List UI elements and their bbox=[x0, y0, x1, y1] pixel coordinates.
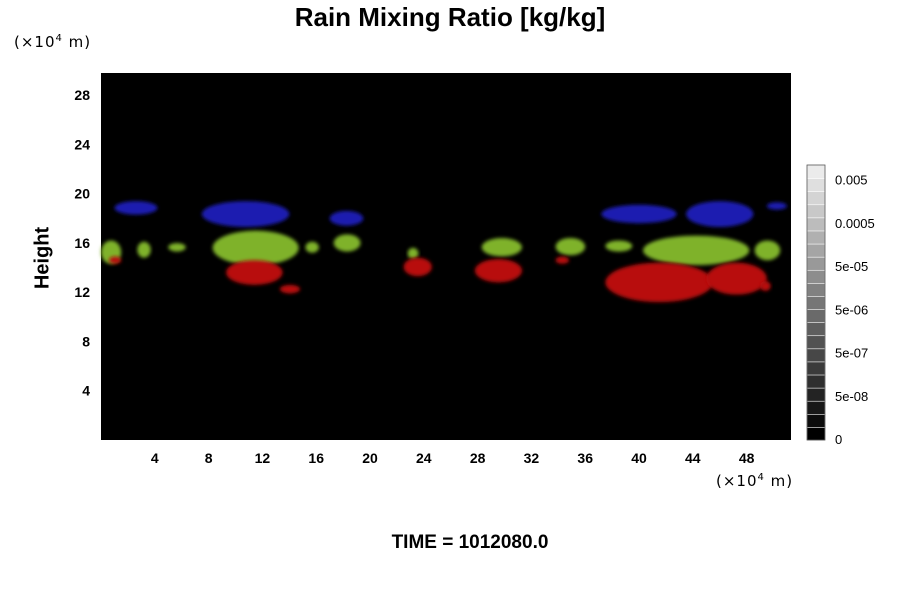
data-region-0 bbox=[114, 201, 158, 215]
data-region-2 bbox=[329, 210, 364, 226]
colorbar-swatch bbox=[806, 387, 826, 402]
colorbar-swatch bbox=[806, 190, 826, 206]
data-region-25 bbox=[706, 262, 767, 295]
x-tick-label: 24 bbox=[416, 450, 432, 466]
x-tick-label: 40 bbox=[631, 450, 647, 466]
colorbar-tick-label: 0.0005 bbox=[835, 216, 875, 231]
data-region-11 bbox=[333, 234, 361, 252]
data-region-3 bbox=[601, 204, 677, 224]
y-axis-unit: (×104 m) bbox=[14, 33, 91, 51]
colorbar-swatch bbox=[806, 203, 826, 219]
colorbar: 0 5e-08 5e-07 5e-06 5e-05 0.0005 0.005 bbox=[806, 164, 875, 447]
y-tick-label: 12 bbox=[74, 284, 90, 300]
y-tick-label: 20 bbox=[74, 186, 90, 202]
x-tick-label: 4 bbox=[151, 450, 159, 466]
data-region-26 bbox=[760, 281, 771, 291]
colorbar-swatch bbox=[806, 334, 826, 350]
x-tick-label: 8 bbox=[205, 450, 213, 466]
data-region-1 bbox=[201, 201, 290, 227]
y-tick-label: 24 bbox=[74, 136, 90, 152]
y-tick-label: 28 bbox=[74, 87, 90, 103]
colorbar-swatch bbox=[806, 177, 826, 192]
colorbar-tick-label: 5e-05 bbox=[835, 259, 868, 274]
data-region-19 bbox=[226, 260, 283, 285]
x-tick-label: 28 bbox=[470, 450, 486, 466]
data-region-17 bbox=[754, 240, 781, 261]
x-tick-label: 16 bbox=[308, 450, 324, 466]
colorbar-swatch bbox=[806, 243, 826, 258]
y-unit-prefix: (×10 bbox=[14, 33, 56, 51]
colorbar-swatch bbox=[806, 361, 826, 376]
colorbar-swatch bbox=[806, 413, 826, 428]
data-region-24 bbox=[605, 262, 713, 303]
y-tick-label: 4 bbox=[82, 383, 90, 399]
x-unit-prefix: (×10 bbox=[716, 472, 758, 490]
colorbar-swatch bbox=[806, 348, 826, 363]
x-tick-label: 12 bbox=[255, 450, 271, 466]
colorbar-swatch bbox=[806, 374, 826, 389]
colorbar-swatch bbox=[806, 230, 826, 245]
data-region-9 bbox=[212, 230, 299, 266]
data-region-22 bbox=[474, 258, 522, 283]
colorbar-swatch bbox=[806, 269, 826, 284]
colorbar-swatch bbox=[806, 308, 826, 323]
data-region-4 bbox=[686, 201, 754, 227]
data-region-7 bbox=[137, 241, 151, 258]
data-region-23 bbox=[555, 256, 570, 264]
y-unit-exponent: 4 bbox=[55, 33, 63, 44]
colorbar-swatch bbox=[806, 426, 826, 441]
x-unit-exponent: 4 bbox=[757, 472, 765, 483]
data-region-21 bbox=[403, 257, 432, 277]
colorbar-tick-label: 0.005 bbox=[835, 173, 868, 188]
colorbar-swatch bbox=[806, 295, 826, 310]
data-region-14 bbox=[555, 238, 586, 256]
data-region-16 bbox=[643, 235, 750, 266]
data-region-10 bbox=[305, 241, 319, 253]
x-tick-label: 36 bbox=[577, 450, 593, 466]
colorbar-swatch bbox=[806, 282, 826, 297]
data-region-13 bbox=[481, 238, 522, 257]
time-label: TIME = 1012080.0 bbox=[391, 532, 549, 553]
colorbar-swatch bbox=[806, 164, 826, 179]
data-region-20 bbox=[279, 284, 301, 294]
colorbar-tick-label: 5e-07 bbox=[835, 346, 868, 361]
data-regions bbox=[101, 201, 787, 303]
data-region-18 bbox=[109, 256, 122, 264]
y-tick-label: 8 bbox=[82, 333, 90, 349]
x-tick-label: 44 bbox=[685, 450, 701, 466]
y-tick-label: 16 bbox=[74, 235, 90, 251]
colorbar-swatch bbox=[806, 217, 826, 232]
x-tick-label: 32 bbox=[524, 450, 540, 466]
chart-title: Rain Mixing Ratio [kg/kg] bbox=[294, 2, 606, 32]
colorbar-tick-label: 5e-06 bbox=[835, 302, 868, 317]
colorbar-swatch bbox=[806, 400, 826, 415]
colorbar-tick-label: 5e-08 bbox=[835, 389, 868, 404]
y-axis-ticks: 4 8 12 16 20 24 28 bbox=[74, 87, 90, 399]
x-tick-label: 20 bbox=[362, 450, 378, 466]
colorbar-swatch bbox=[806, 321, 826, 337]
colorbar-swatch bbox=[806, 256, 826, 271]
x-axis-ticks: 4 8 12 16 20 24 28 32 36 40 44 48 bbox=[151, 450, 755, 466]
data-region-5 bbox=[766, 202, 787, 210]
x-unit-suffix: m) bbox=[764, 472, 794, 490]
colorbar-frame bbox=[806, 164, 826, 441]
x-tick-label: 48 bbox=[739, 450, 755, 466]
data-region-15 bbox=[605, 240, 633, 252]
data-region-12 bbox=[407, 247, 419, 259]
y-unit-suffix: m) bbox=[62, 33, 92, 51]
colorbar-tick-label: 0 bbox=[835, 432, 842, 447]
x-axis-unit: (×104 m) bbox=[716, 472, 793, 490]
data-region-8 bbox=[168, 242, 186, 252]
